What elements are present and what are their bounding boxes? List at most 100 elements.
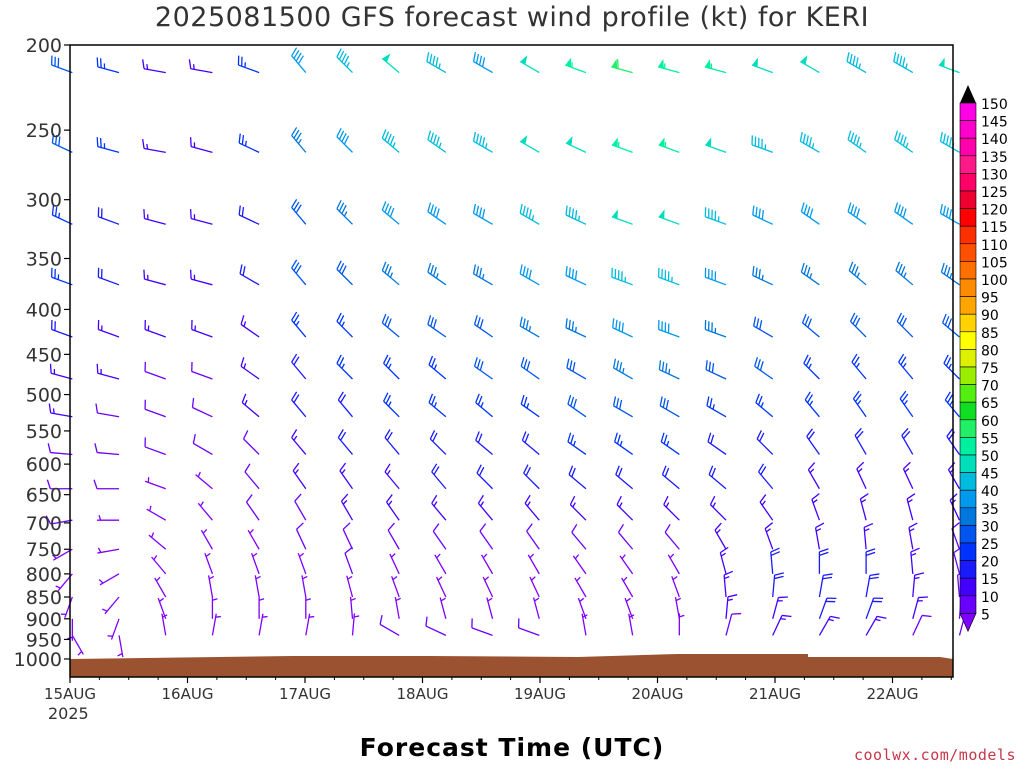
wind-barb — [658, 360, 680, 380]
wind-barb — [705, 137, 727, 153]
wind-barb — [258, 596, 265, 619]
legend-label: 40 — [981, 484, 999, 500]
wind-barb — [472, 264, 493, 286]
wind-barb — [337, 391, 353, 418]
wind-barb — [383, 392, 400, 418]
wind-barb — [758, 463, 774, 490]
wind-barb — [427, 130, 447, 153]
wind-barb — [615, 465, 634, 490]
wind-barb — [756, 430, 774, 455]
wind-barb — [142, 59, 166, 74]
wind-barb — [849, 312, 867, 338]
wind-barb — [381, 313, 400, 338]
wind-barb — [772, 572, 785, 598]
wind-barb — [714, 522, 727, 550]
wind-barb — [192, 434, 213, 456]
wind-barb — [939, 203, 960, 225]
wind-barb — [899, 390, 914, 418]
wind-barb — [97, 515, 120, 521]
wind-barb — [800, 262, 820, 286]
wind-barb — [865, 573, 880, 598]
wind-barb — [567, 432, 587, 455]
y-tick-label: 500 — [26, 385, 62, 407]
wind-barb — [806, 428, 820, 455]
wind-barb — [814, 522, 825, 550]
wind-barb — [434, 553, 447, 575]
wind-barb — [851, 353, 867, 380]
wind-barb — [144, 320, 166, 338]
x-tick-label: 17AUG — [279, 685, 331, 703]
wind-barb — [427, 315, 447, 338]
wind-barb — [567, 394, 587, 418]
wind-barb — [565, 136, 587, 153]
wind-barb — [752, 266, 773, 286]
wind-barb — [244, 463, 260, 490]
wind-barb — [291, 199, 307, 225]
wind-barb — [381, 261, 400, 286]
legend-label: 25 — [981, 537, 999, 553]
wind-barb — [427, 262, 447, 286]
legend-swatch — [959, 401, 977, 421]
wind-barb — [381, 201, 400, 225]
wind-barb — [708, 465, 727, 490]
legend-label: 50 — [981, 449, 999, 465]
wind-barb — [942, 313, 960, 338]
x-tick-label: 15AUG — [44, 685, 96, 703]
legend-swatch — [959, 331, 977, 350]
legend-label: 55 — [981, 431, 999, 447]
wind-barb — [704, 320, 727, 338]
wind-barb — [381, 53, 400, 74]
wind-barb — [238, 205, 260, 225]
wind-barb — [143, 209, 166, 225]
legend-label: 75 — [981, 361, 999, 377]
wind-barb — [148, 532, 167, 550]
wind-barb — [751, 57, 773, 74]
wind-barb — [204, 552, 214, 575]
credit-link[interactable]: coolwx.com/models — [853, 746, 1016, 764]
wind-barb — [291, 259, 307, 286]
wind-barb — [526, 523, 540, 550]
legend-label: 135 — [981, 150, 1008, 166]
wind-barb — [305, 596, 311, 619]
wind-barb — [912, 572, 925, 598]
wind-barb — [912, 614, 932, 636]
y-tick-label: 750 — [26, 539, 62, 561]
wind-barb — [471, 618, 493, 637]
y-tick-label: 400 — [26, 299, 62, 321]
wind-barb — [800, 55, 820, 74]
wind-barb — [93, 479, 120, 490]
wind-barb — [389, 553, 400, 575]
wind-barb — [94, 443, 120, 456]
wind-barb — [242, 430, 260, 455]
wind-barb — [240, 357, 260, 380]
wind-barb — [753, 316, 774, 338]
wind-barb — [191, 320, 213, 338]
wind-barb — [146, 505, 167, 521]
wind-barb — [154, 576, 167, 598]
y-tick-label: 950 — [26, 629, 62, 651]
legend-swatch — [959, 577, 977, 597]
wind-barb — [566, 358, 587, 380]
wind-barb — [189, 269, 213, 286]
wind-barb — [799, 131, 820, 153]
wind-barb — [659, 396, 680, 418]
y-tick-label: 300 — [26, 190, 62, 212]
wind-barb — [189, 209, 213, 225]
wind-barb — [764, 522, 774, 550]
wind-barb — [611, 209, 633, 225]
wind-barb — [336, 312, 353, 338]
wind-barb — [811, 493, 821, 521]
legend-label: 30 — [981, 519, 999, 535]
legend-swatch — [959, 313, 977, 333]
wind-barb — [723, 570, 734, 598]
wind-barb — [428, 393, 447, 418]
legend-swatch — [959, 155, 977, 174]
y-tick-label: 700 — [26, 513, 62, 535]
wind-barb — [568, 465, 587, 490]
wind-barb — [247, 528, 260, 550]
wind-barb — [336, 128, 353, 153]
wind-barb — [704, 267, 727, 286]
terrain-ground — [70, 654, 953, 677]
wind-barb — [336, 199, 353, 225]
y-tick-label: 550 — [26, 421, 62, 443]
